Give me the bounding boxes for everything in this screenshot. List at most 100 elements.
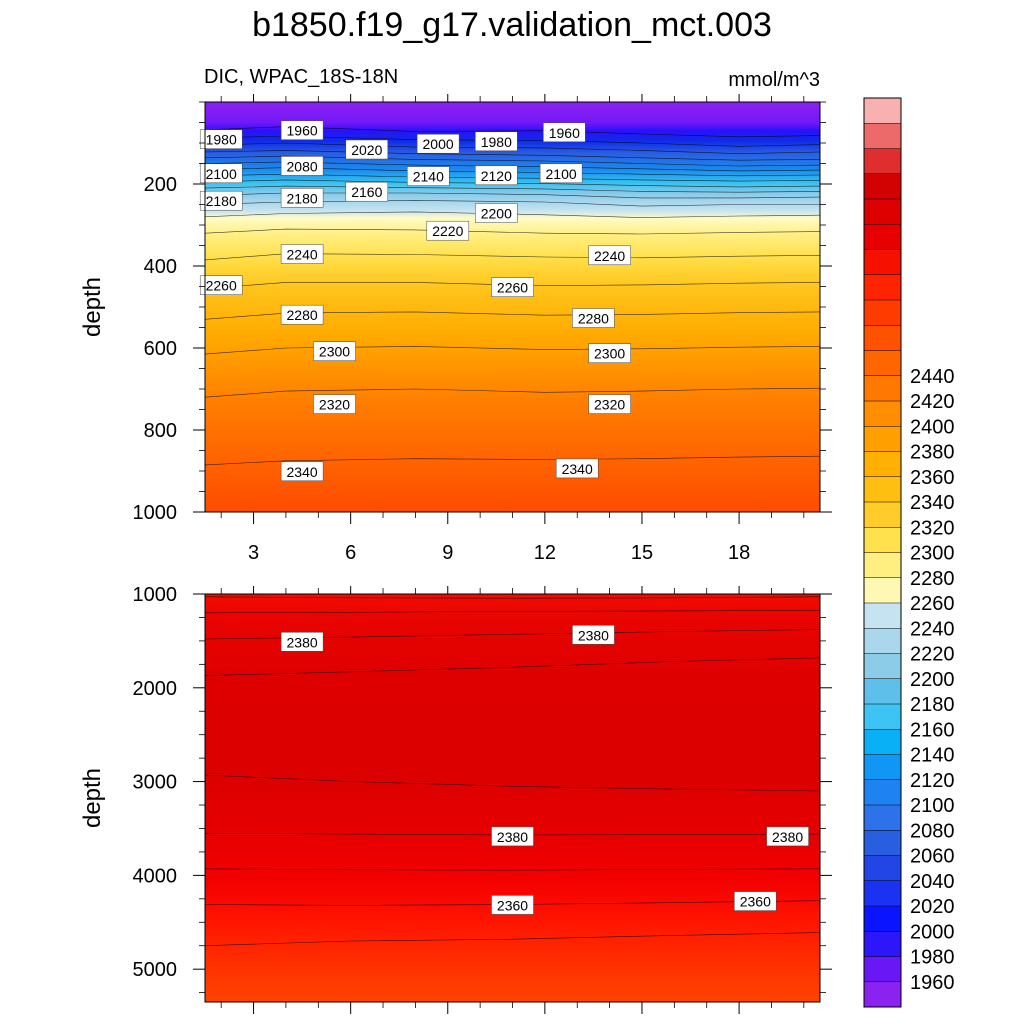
contour-line bbox=[204, 868, 821, 871]
contour-label: 2300 bbox=[588, 343, 631, 363]
y-tick-label: 3000 bbox=[133, 772, 178, 794]
contour-line bbox=[204, 179, 821, 188]
bottom-contour-labels: 2380 2380 2380 2380 2360 2360 bbox=[280, 625, 809, 915]
colorbar-swatch bbox=[864, 325, 901, 351]
contour-label-text: 2260 bbox=[206, 278, 237, 294]
y-tick-label: 200 bbox=[144, 174, 177, 196]
colorbar-swatch bbox=[864, 98, 901, 124]
colorbar-tick-label: 2360 bbox=[910, 467, 955, 489]
colorbar-tick-label: 2100 bbox=[910, 795, 955, 817]
contour-label: 1980 bbox=[475, 131, 518, 152]
y-tick-label: 1000 bbox=[133, 584, 178, 606]
contour-label-box bbox=[280, 156, 324, 176]
colorbar-swatch bbox=[864, 855, 901, 882]
contour-label-text: 2280 bbox=[578, 311, 609, 327]
contour-label-text: 2100 bbox=[546, 166, 577, 182]
contour-label-box bbox=[572, 625, 615, 645]
contour-line bbox=[204, 228, 821, 235]
colorbar-tick-label: 2180 bbox=[910, 694, 955, 716]
colorbar-tick-label: 2220 bbox=[910, 644, 955, 666]
y-tick-label: 400 bbox=[144, 256, 177, 278]
y-tick-label: 2000 bbox=[133, 678, 178, 700]
colorbar-tick-label: 2240 bbox=[910, 618, 955, 640]
contour-label-box bbox=[280, 244, 324, 264]
colorbar-swatch bbox=[864, 173, 901, 200]
colorbar-swatch bbox=[864, 300, 901, 326]
contour-label-text: 2120 bbox=[481, 168, 512, 184]
contour-line bbox=[204, 282, 821, 289]
contour-label-box bbox=[555, 458, 599, 479]
colorbar-tick-label: 2320 bbox=[910, 517, 955, 539]
contour-label-box bbox=[539, 163, 583, 184]
contour-label-text: 2280 bbox=[287, 307, 318, 323]
contour-line bbox=[204, 774, 821, 792]
colorbar-swatch bbox=[864, 779, 901, 806]
contour-label-text: 2240 bbox=[287, 247, 318, 263]
colorbar-swatch bbox=[864, 754, 901, 781]
colorbar-swatch bbox=[864, 628, 901, 654]
contour-label: 2140 bbox=[407, 166, 450, 186]
contour-label-box bbox=[280, 188, 324, 208]
colorbar-swatch bbox=[864, 401, 901, 427]
x-tick-label: 9 bbox=[442, 542, 453, 564]
colorbar-tick-label: 1960 bbox=[910, 972, 955, 994]
contour-label-box bbox=[313, 394, 356, 414]
contour-label-box bbox=[407, 166, 450, 186]
colorbar-tick-label: 2080 bbox=[910, 820, 955, 842]
colorbar-swatch bbox=[864, 880, 901, 907]
colorbar-swatch bbox=[864, 476, 901, 503]
contour-label: 1960 bbox=[280, 120, 324, 140]
colorbar-swatch bbox=[864, 704, 901, 730]
contour-label-box bbox=[543, 122, 586, 143]
contour-label-box bbox=[588, 394, 631, 414]
contour-label-box bbox=[280, 304, 324, 325]
contour-label-text: 2020 bbox=[351, 142, 382, 158]
contour-label-box bbox=[345, 139, 389, 160]
colorbar-swatch bbox=[864, 678, 901, 705]
contour-label: 2280 bbox=[572, 308, 615, 328]
contour-label: 2100 bbox=[539, 163, 583, 184]
colorbar-tick-label: 2140 bbox=[910, 745, 955, 767]
contour-label-text: 2180 bbox=[287, 190, 318, 206]
contour-label-text: 2380 bbox=[287, 634, 318, 650]
contour-label-text: 2160 bbox=[351, 184, 382, 200]
colorbar-tick-label: 2000 bbox=[910, 921, 955, 943]
contour-label-text: 2340 bbox=[287, 464, 318, 480]
colorbar-frame bbox=[863, 97, 902, 1008]
contour-label-text: 2240 bbox=[594, 248, 625, 264]
contour-label: 2340 bbox=[555, 458, 599, 479]
contour-label-text: 2000 bbox=[423, 136, 454, 152]
colorbar-tick-label: 2280 bbox=[910, 568, 955, 590]
colorbar-tick-label: 2300 bbox=[910, 543, 955, 565]
contour-label: 2320 bbox=[588, 394, 631, 414]
contour-label: 2260 bbox=[491, 277, 534, 297]
bottom-axis-ticks: 1000 2000 3000 4000 5000 bbox=[133, 584, 832, 1014]
colorbar-swatch bbox=[864, 931, 901, 957]
contour-line bbox=[204, 150, 821, 161]
top-y-axis-label: depth bbox=[79, 277, 106, 337]
contour-label-text: 2140 bbox=[413, 169, 444, 185]
y-tick-label: 5000 bbox=[133, 959, 178, 981]
colorbar-tick-label: 1980 bbox=[910, 947, 955, 969]
contour-label: 2180 bbox=[199, 190, 243, 211]
contour-label-text: 2080 bbox=[287, 158, 318, 174]
colorbar-swatch bbox=[864, 123, 901, 149]
contour-label-text: 1960 bbox=[287, 123, 318, 139]
contour-label-text: 2260 bbox=[497, 280, 528, 296]
contour-label-box bbox=[426, 220, 470, 241]
contour-label-box bbox=[199, 163, 243, 184]
contour-label: 2380 bbox=[280, 632, 324, 652]
contour-label-text: 2380 bbox=[578, 627, 609, 643]
y-tick-label: 800 bbox=[144, 420, 177, 442]
contour-label-box bbox=[475, 203, 518, 223]
contour-label-box bbox=[313, 341, 356, 361]
contour-label-box bbox=[572, 308, 615, 328]
contour-label: 2380 bbox=[491, 826, 534, 847]
contour-label-box bbox=[475, 131, 518, 152]
contour-line bbox=[204, 932, 821, 946]
contour-label-box bbox=[280, 120, 324, 140]
contour-label-box bbox=[491, 826, 534, 847]
contour-label: 2100 bbox=[199, 163, 243, 184]
contour-line bbox=[204, 610, 821, 614]
contour-label-box bbox=[280, 461, 324, 482]
